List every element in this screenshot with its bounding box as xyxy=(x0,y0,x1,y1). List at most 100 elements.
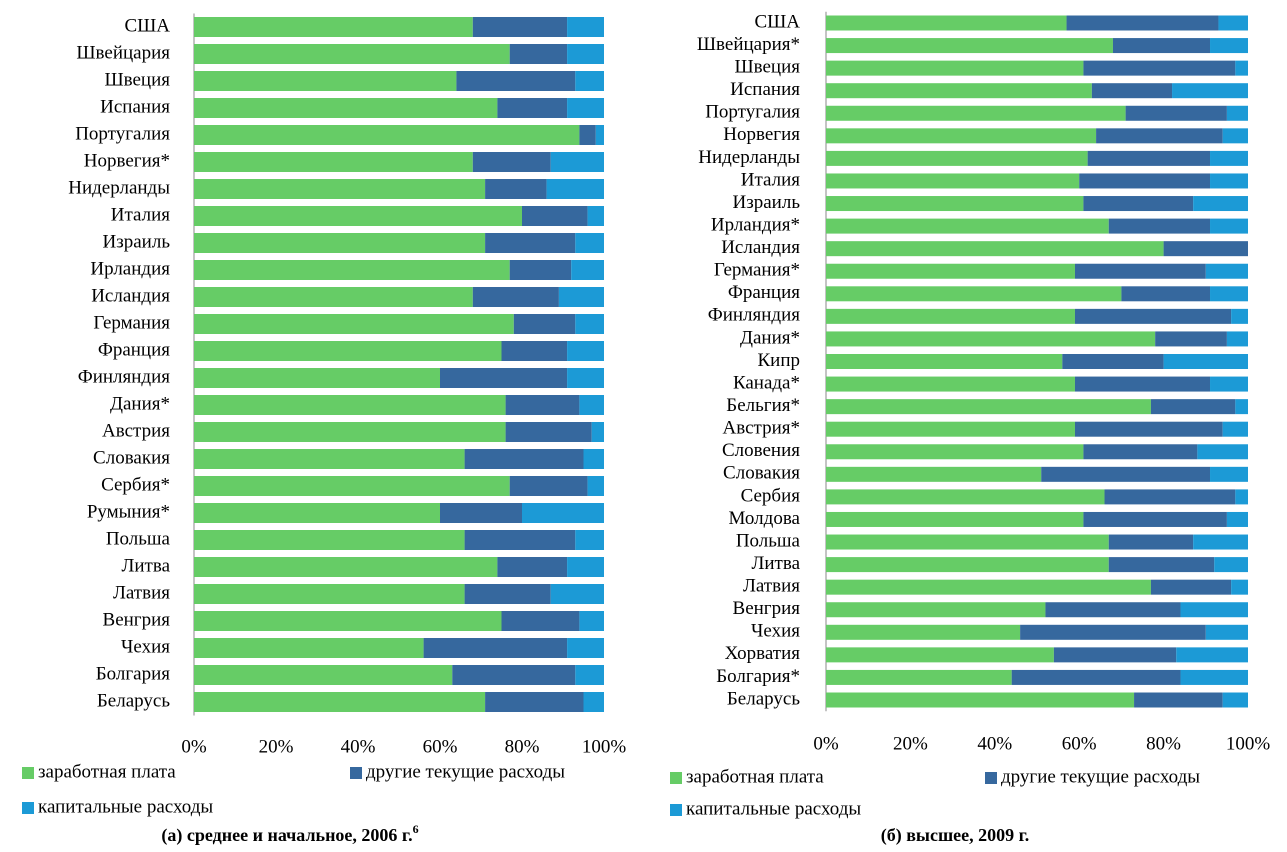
bar-segment xyxy=(194,449,465,469)
x-tick-label: 0% xyxy=(813,733,839,754)
y-tick-label: Италия xyxy=(111,204,171,225)
y-tick-label: Исландия xyxy=(91,285,170,306)
bar-segment xyxy=(826,489,1105,505)
bar-segment xyxy=(579,611,604,631)
y-tick-label: Швейцария xyxy=(76,42,170,63)
bar-segment xyxy=(522,206,588,226)
bar-segment xyxy=(1197,444,1248,460)
x-tick-label: 100% xyxy=(582,736,627,757)
bar-segment xyxy=(1045,602,1181,618)
y-tick-label: Исландия xyxy=(721,237,800,258)
bar-segment xyxy=(452,665,576,685)
bar-segment xyxy=(440,368,568,388)
bar-segment xyxy=(1066,15,1219,31)
x-tick-label: 20% xyxy=(259,736,294,757)
y-tick-label: Беларусь xyxy=(97,690,170,711)
x-tick-label: 40% xyxy=(341,736,376,757)
x-tick-label: 100% xyxy=(1226,733,1271,754)
bar-segment xyxy=(826,647,1054,663)
bar-segment xyxy=(1112,38,1211,54)
bar-segment xyxy=(194,17,473,37)
bar-segment xyxy=(826,241,1164,257)
bar-segment xyxy=(1108,534,1194,550)
y-tick-label: США xyxy=(754,11,800,32)
bar-segment xyxy=(1210,466,1248,482)
bar-segment xyxy=(1083,196,1194,212)
y-tick-label: Латвия xyxy=(113,582,170,603)
bar-segment xyxy=(497,98,568,118)
bar-segment xyxy=(575,233,604,253)
y-tick-label: Словакия xyxy=(723,463,800,484)
bar-segment xyxy=(826,196,1084,212)
bar-segment xyxy=(1210,286,1248,302)
bar-segment xyxy=(567,638,604,658)
bar-segment xyxy=(1091,83,1173,99)
bar-segment xyxy=(1108,218,1211,234)
bar-segment xyxy=(505,395,580,415)
y-tick-label: Финляндия xyxy=(78,366,171,387)
bar-segment xyxy=(1163,241,1248,257)
bar-segment xyxy=(1226,105,1248,121)
y-tick-label: Литва xyxy=(751,553,800,574)
bar-segment xyxy=(513,314,576,334)
bar-segment xyxy=(546,179,604,199)
bar-segment xyxy=(1193,196,1248,212)
bar-segment xyxy=(1074,421,1223,437)
bar-segment xyxy=(194,503,440,523)
bar-segment xyxy=(194,395,506,415)
bar-segment xyxy=(194,314,514,334)
x-tick-label: 80% xyxy=(505,736,540,757)
bar-segment xyxy=(826,286,1122,302)
bar-segment xyxy=(1062,354,1164,369)
bar-segment xyxy=(1222,421,1248,437)
y-tick-label: Болгария* xyxy=(716,666,800,687)
bar-segment xyxy=(1011,669,1181,685)
x-tick-label: 40% xyxy=(977,733,1012,754)
bar-segment xyxy=(1231,308,1248,324)
y-tick-label: Швейцария* xyxy=(697,34,800,55)
bar-segment xyxy=(456,71,576,91)
y-tick-label: Сербия xyxy=(741,485,801,506)
bar-segment xyxy=(826,624,1021,640)
bar-segment xyxy=(194,71,457,91)
bar-segment xyxy=(1087,150,1211,166)
bar-segment xyxy=(826,669,1012,685)
y-tick-label: Норвегия xyxy=(723,124,800,145)
y-tick-label: Кипр xyxy=(757,350,800,371)
legend-label: капитальные расходы xyxy=(38,796,213,817)
bar-segment xyxy=(1083,511,1227,527)
bar-segment xyxy=(194,368,440,388)
y-tick-label: Польша xyxy=(736,530,801,551)
bar-segment xyxy=(194,98,498,118)
bar-segment xyxy=(558,287,604,307)
y-tick-label: Ирландия xyxy=(90,258,170,279)
bar-segment xyxy=(567,341,604,361)
bar-segment xyxy=(194,530,465,550)
y-tick-label: Израиль xyxy=(103,231,171,252)
y-tick-label: Норвегия* xyxy=(84,150,170,171)
y-tick-label: Швеция xyxy=(104,69,170,90)
y-tick-label: Латвия xyxy=(743,576,800,597)
bar-segment xyxy=(1235,60,1248,76)
bar-segment xyxy=(575,665,604,685)
bar-segment xyxy=(1155,331,1227,347)
bar-segment xyxy=(1150,399,1236,415)
legend-swatch xyxy=(22,767,34,779)
bar-segment xyxy=(1205,263,1248,279)
bar-segment xyxy=(1214,557,1248,573)
bar-segment xyxy=(567,98,604,118)
bar-segment xyxy=(1121,286,1211,302)
y-tick-label: США xyxy=(124,15,170,36)
legend-label: капитальные расходы xyxy=(686,798,861,819)
bar-segment xyxy=(1180,669,1248,685)
bar-segment xyxy=(194,287,473,307)
bar-segment xyxy=(575,530,604,550)
y-tick-label: Венгрия xyxy=(103,609,171,630)
y-tick-label: Израиль xyxy=(733,192,801,213)
y-tick-label: Ирландия* xyxy=(711,214,800,235)
bar-segment xyxy=(826,128,1097,144)
legend-label: заработная плата xyxy=(686,766,824,787)
legend-label: другие текущие расходы xyxy=(1001,766,1200,787)
y-tick-label: Словения xyxy=(722,440,800,461)
bar-segment xyxy=(1053,647,1177,663)
